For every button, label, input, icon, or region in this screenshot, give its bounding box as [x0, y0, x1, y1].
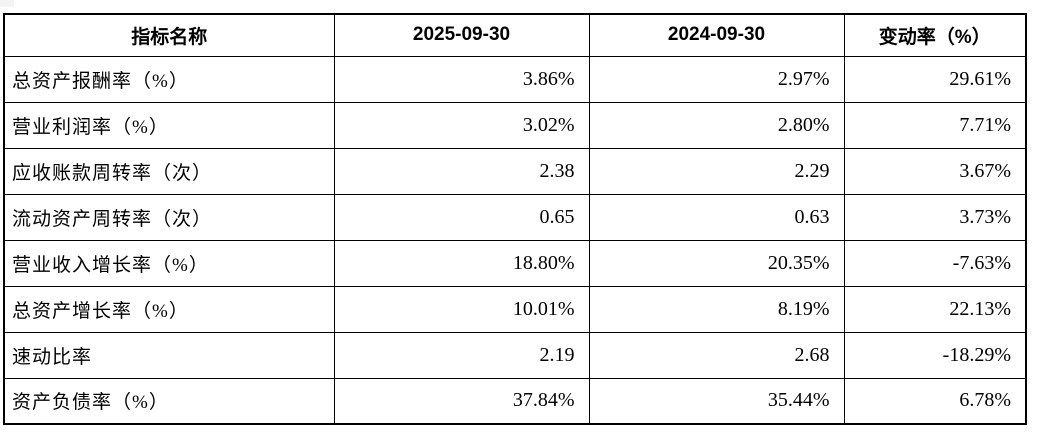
change-rate: -7.63% [843, 239, 1027, 287]
value-2025: 0.65 [333, 193, 590, 241]
value-2025: 37.84% [333, 377, 590, 425]
value-2024: 8.19% [588, 285, 845, 333]
table-row: 营业收入增长率（%） 18.80% 20.35% -7.63% [3, 239, 1027, 287]
table-row: 营业利润率（%） 3.02% 2.80% 7.71% [3, 101, 1027, 149]
value-2025: 3.02% [333, 101, 590, 149]
indicator-name: 总资产报酬率（%） [3, 55, 335, 103]
table-row: 总资产增长率（%） 10.01% 8.19% 22.13% [3, 285, 1027, 333]
table-row: 总资产报酬率（%） 3.86% 2.97% 29.61% [3, 55, 1027, 103]
indicator-name: 营业利润率（%） [3, 101, 335, 149]
financial-indicators-table: 指标名称 2025-09-30 2024-09-30 变动率（%） 总资产报酬率… [3, 13, 1027, 425]
indicator-name: 流动资产周转率（次） [3, 193, 335, 241]
change-rate: 3.73% [843, 193, 1027, 241]
change-rate: 22.13% [843, 285, 1027, 333]
indicator-name: 速动比率 [3, 331, 335, 379]
value-2024: 20.35% [588, 239, 845, 287]
table-row: 速动比率 2.19 2.68 -18.29% [3, 331, 1027, 379]
col-header-change-rate: 变动率（%） [843, 13, 1027, 57]
value-2024: 35.44% [588, 377, 845, 425]
value-2025: 2.19 [333, 331, 590, 379]
value-2024: 2.29 [588, 147, 845, 195]
value-2025: 2.38 [333, 147, 590, 195]
value-2024: 2.97% [588, 55, 845, 103]
table-row: 流动资产周转率（次） 0.65 0.63 3.73% [3, 193, 1027, 241]
indicator-name: 应收账款周转率（次） [3, 147, 335, 195]
indicator-name: 营业收入增长率（%） [3, 239, 335, 287]
value-2025: 10.01% [333, 285, 590, 333]
value-2024: 2.80% [588, 101, 845, 149]
value-2024: 2.68 [588, 331, 845, 379]
col-header-2024-09-30: 2024-09-30 [588, 13, 845, 57]
change-rate: -18.29% [843, 331, 1027, 379]
change-rate: 29.61% [843, 55, 1027, 103]
col-header-indicator-name: 指标名称 [3, 13, 335, 57]
change-rate: 6.78% [843, 377, 1027, 425]
value-2024: 0.63 [588, 193, 845, 241]
change-rate: 7.71% [843, 101, 1027, 149]
value-2025: 3.86% [333, 55, 590, 103]
header-row: 指标名称 2025-09-30 2024-09-30 变动率（%） [3, 13, 1027, 57]
corner-artifact [0, 0, 14, 7]
value-2025: 18.80% [333, 239, 590, 287]
indicator-name: 总资产增长率（%） [3, 285, 335, 333]
table-row: 资产负债率（%） 37.84% 35.44% 6.78% [3, 377, 1027, 425]
change-rate: 3.67% [843, 147, 1027, 195]
table-row: 应收账款周转率（次） 2.38 2.29 3.67% [3, 147, 1027, 195]
col-header-2025-09-30: 2025-09-30 [333, 13, 590, 57]
indicator-name: 资产负债率（%） [3, 377, 335, 425]
